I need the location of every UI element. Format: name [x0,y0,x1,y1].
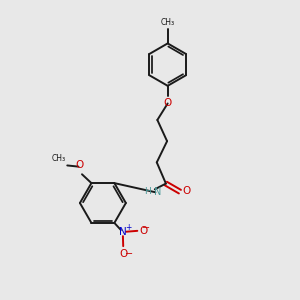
Text: N: N [154,187,162,197]
Text: +: + [125,224,132,232]
Text: CH₃: CH₃ [52,154,66,163]
Text: N: N [119,227,127,237]
Text: O: O [140,226,148,236]
Text: −: − [125,249,133,259]
Text: O: O [164,98,172,109]
Text: CH₃: CH₃ [160,18,175,27]
Text: H: H [145,187,151,196]
Text: O: O [76,160,84,170]
Text: O: O [119,249,127,259]
Text: −: − [142,223,150,233]
Text: O: O [183,186,191,196]
